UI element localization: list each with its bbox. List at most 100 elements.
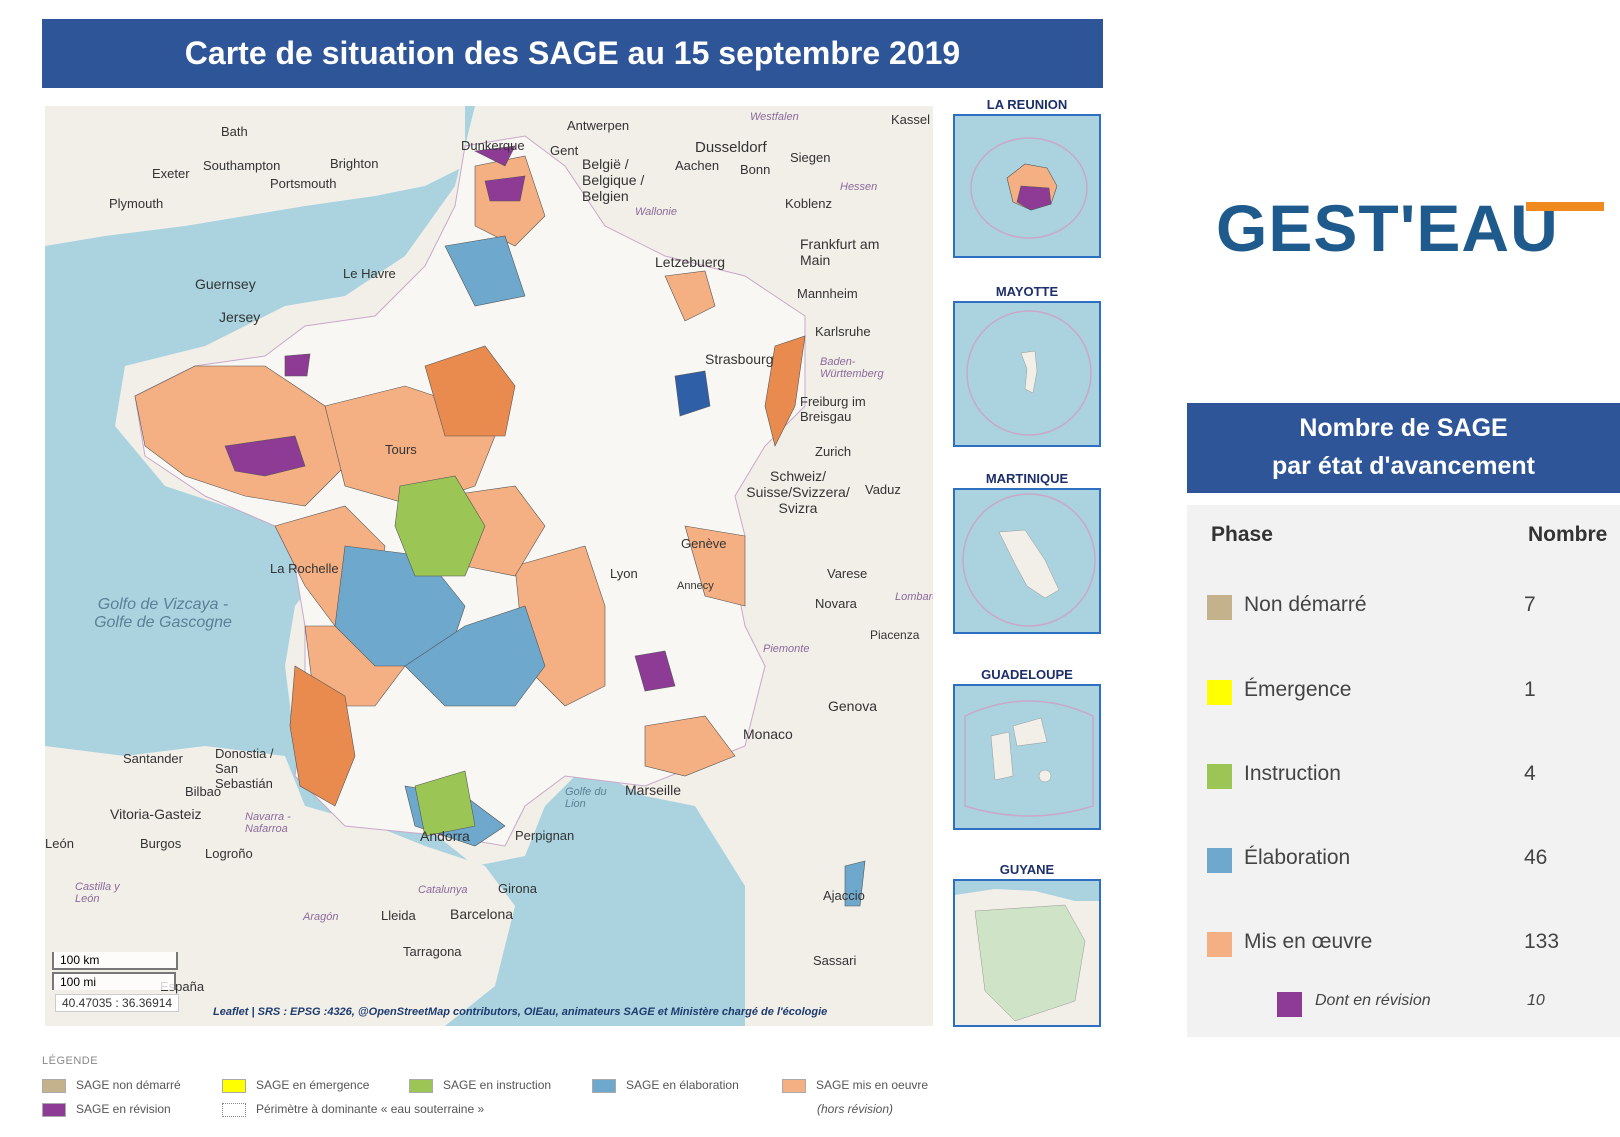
legend-swatch (782, 1078, 806, 1093)
row-label: Émergence (1244, 678, 1352, 701)
sage-patch (644, 715, 736, 777)
scale-mi: 100 mi (52, 972, 176, 990)
place-label: Logroño (205, 846, 253, 861)
scale-km: 100 km (52, 952, 178, 970)
place-label: Tours (385, 442, 417, 457)
region-label: Westfalen (750, 111, 799, 123)
place-label: Vaduz (865, 482, 901, 497)
legend-label: Périmètre à dominante « eau souterraine … (256, 1102, 485, 1116)
swatch-elaboration (1207, 848, 1232, 873)
place-label: Genova (828, 698, 878, 714)
swatch-mis-en-oeuvre (1207, 932, 1232, 957)
logo-text: GEST'EAU (1216, 191, 1559, 265)
row-label: Non démarré (1244, 593, 1367, 616)
place-label: Lleida (381, 908, 416, 923)
sage-patch (664, 270, 716, 322)
row-count: 133 (1524, 930, 1560, 953)
sage-patch (444, 235, 526, 307)
sage-patch (674, 370, 711, 417)
sea-label: Golfo de Vizcaya - Golfe de Gascogne (94, 596, 232, 631)
inset-map[interactable] (953, 684, 1101, 830)
region-label: Piemonte (763, 643, 810, 655)
place-label: Plymouth (109, 196, 164, 211)
place-label: Kassel (891, 112, 931, 127)
place-label: Antwerpen (567, 118, 630, 133)
place-label: Koblenz (785, 196, 832, 211)
place-label: La Rochelle (270, 561, 339, 576)
inset-mayotte[interactable]: MAYOTTE (953, 284, 1101, 447)
place-label: Monaco (743, 726, 793, 742)
swatch-emergence (1207, 680, 1232, 705)
legend-item: SAGE mis en oeuvre (782, 1078, 928, 1093)
place-label: León (45, 836, 74, 851)
place-label: Mannheim (797, 286, 858, 301)
row-count: 1 (1524, 678, 1536, 701)
place-label: Varese (827, 566, 868, 581)
place-label: Perpignan (515, 828, 575, 843)
inset-title: MAYOTTE (995, 284, 1059, 299)
place-label: Southampton (203, 158, 281, 173)
map-canvas[interactable] (45, 106, 933, 1026)
place-label: Letzebuerg (655, 254, 726, 270)
martinique-shape (962, 493, 1096, 627)
place-label: Siegen (790, 150, 831, 165)
place-label: Dusseldorf (695, 139, 767, 156)
place-label: Genève (681, 536, 727, 551)
table-row: Mis en œuvre 133 (1187, 925, 1620, 965)
place-label: Zurich (815, 444, 852, 459)
legend-label: SAGE en émergence (256, 1078, 370, 1092)
place-label: Exeter (152, 166, 190, 181)
place-label: Piacenza (870, 628, 920, 642)
legend-label: SAGE en révision (76, 1102, 171, 1116)
legend-swatch (222, 1102, 246, 1117)
region-label: Aragón (303, 911, 339, 923)
sage-patch (764, 335, 806, 447)
place-label: Karlsruhe (815, 324, 871, 339)
land-corsica (840, 826, 890, 956)
map-legend: LÉGENDE SAGE non démarré SAGE en révisio… (42, 1050, 962, 1130)
table-row: Émergence 1 (1187, 673, 1620, 713)
mayotte-shape (966, 310, 1092, 436)
inset-reunion[interactable]: LA REUNION (953, 97, 1101, 258)
main-map[interactable]: Bath Antwerpen Kassel Exeter Southampton… (45, 106, 933, 1026)
sage-patch (473, 145, 516, 167)
inset-title: LA REUNION (986, 97, 1068, 112)
place-label: Ajaccio (823, 888, 865, 903)
swatch-instruction (1207, 764, 1232, 789)
legend-label: SAGE non démarré (76, 1078, 181, 1092)
inset-map[interactable] (953, 114, 1101, 258)
inset-guadeloupe[interactable]: GUADELOUPE (953, 667, 1101, 830)
place-label: Annecy (677, 580, 714, 592)
legend-item: SAGE en émergence (222, 1078, 369, 1093)
inset-title: GUYANE (999, 862, 1055, 877)
reunion-shape (970, 137, 1088, 239)
region-label: Baden-Württemberg (820, 356, 884, 380)
inset-martinique[interactable]: MARTINIQUE (953, 471, 1101, 634)
sage-patch (684, 525, 746, 607)
legend-item: SAGE en révision (42, 1102, 171, 1117)
row-label: Instruction (1244, 762, 1341, 785)
place-label: Brighton (330, 156, 379, 171)
inset-title: GUADELOUPE (981, 667, 1073, 682)
legend-note: (hors révision) (817, 1102, 894, 1116)
table-row: Instruction 4 (1187, 757, 1620, 797)
inset-map[interactable] (953, 301, 1101, 447)
place-label: Novara (815, 596, 857, 611)
table-row: Élaboration 46 (1187, 841, 1620, 881)
inset-guyane[interactable]: GUYANE (953, 862, 1101, 1027)
legend-label: SAGE en élaboration (626, 1078, 739, 1092)
row-count: 4 (1524, 762, 1536, 785)
place-label: Girona (498, 881, 538, 896)
table-row: Non démarré 7 (1187, 588, 1620, 628)
row-label: Mis en œuvre (1244, 930, 1373, 953)
legend-label: SAGE en instruction (443, 1078, 552, 1092)
inset-map[interactable] (953, 879, 1101, 1027)
table-header: Nombre de SAGE par état d'avancement (1187, 403, 1620, 493)
place-label: Santander (123, 751, 183, 766)
sage-patch (634, 650, 676, 692)
legend-item: Périmètre à dominante « eau souterraine … (222, 1102, 484, 1117)
row-count: 10 (1527, 992, 1545, 1009)
place-label: Andorra (420, 828, 470, 844)
sage-patch (224, 435, 306, 477)
inset-map[interactable] (953, 488, 1101, 634)
